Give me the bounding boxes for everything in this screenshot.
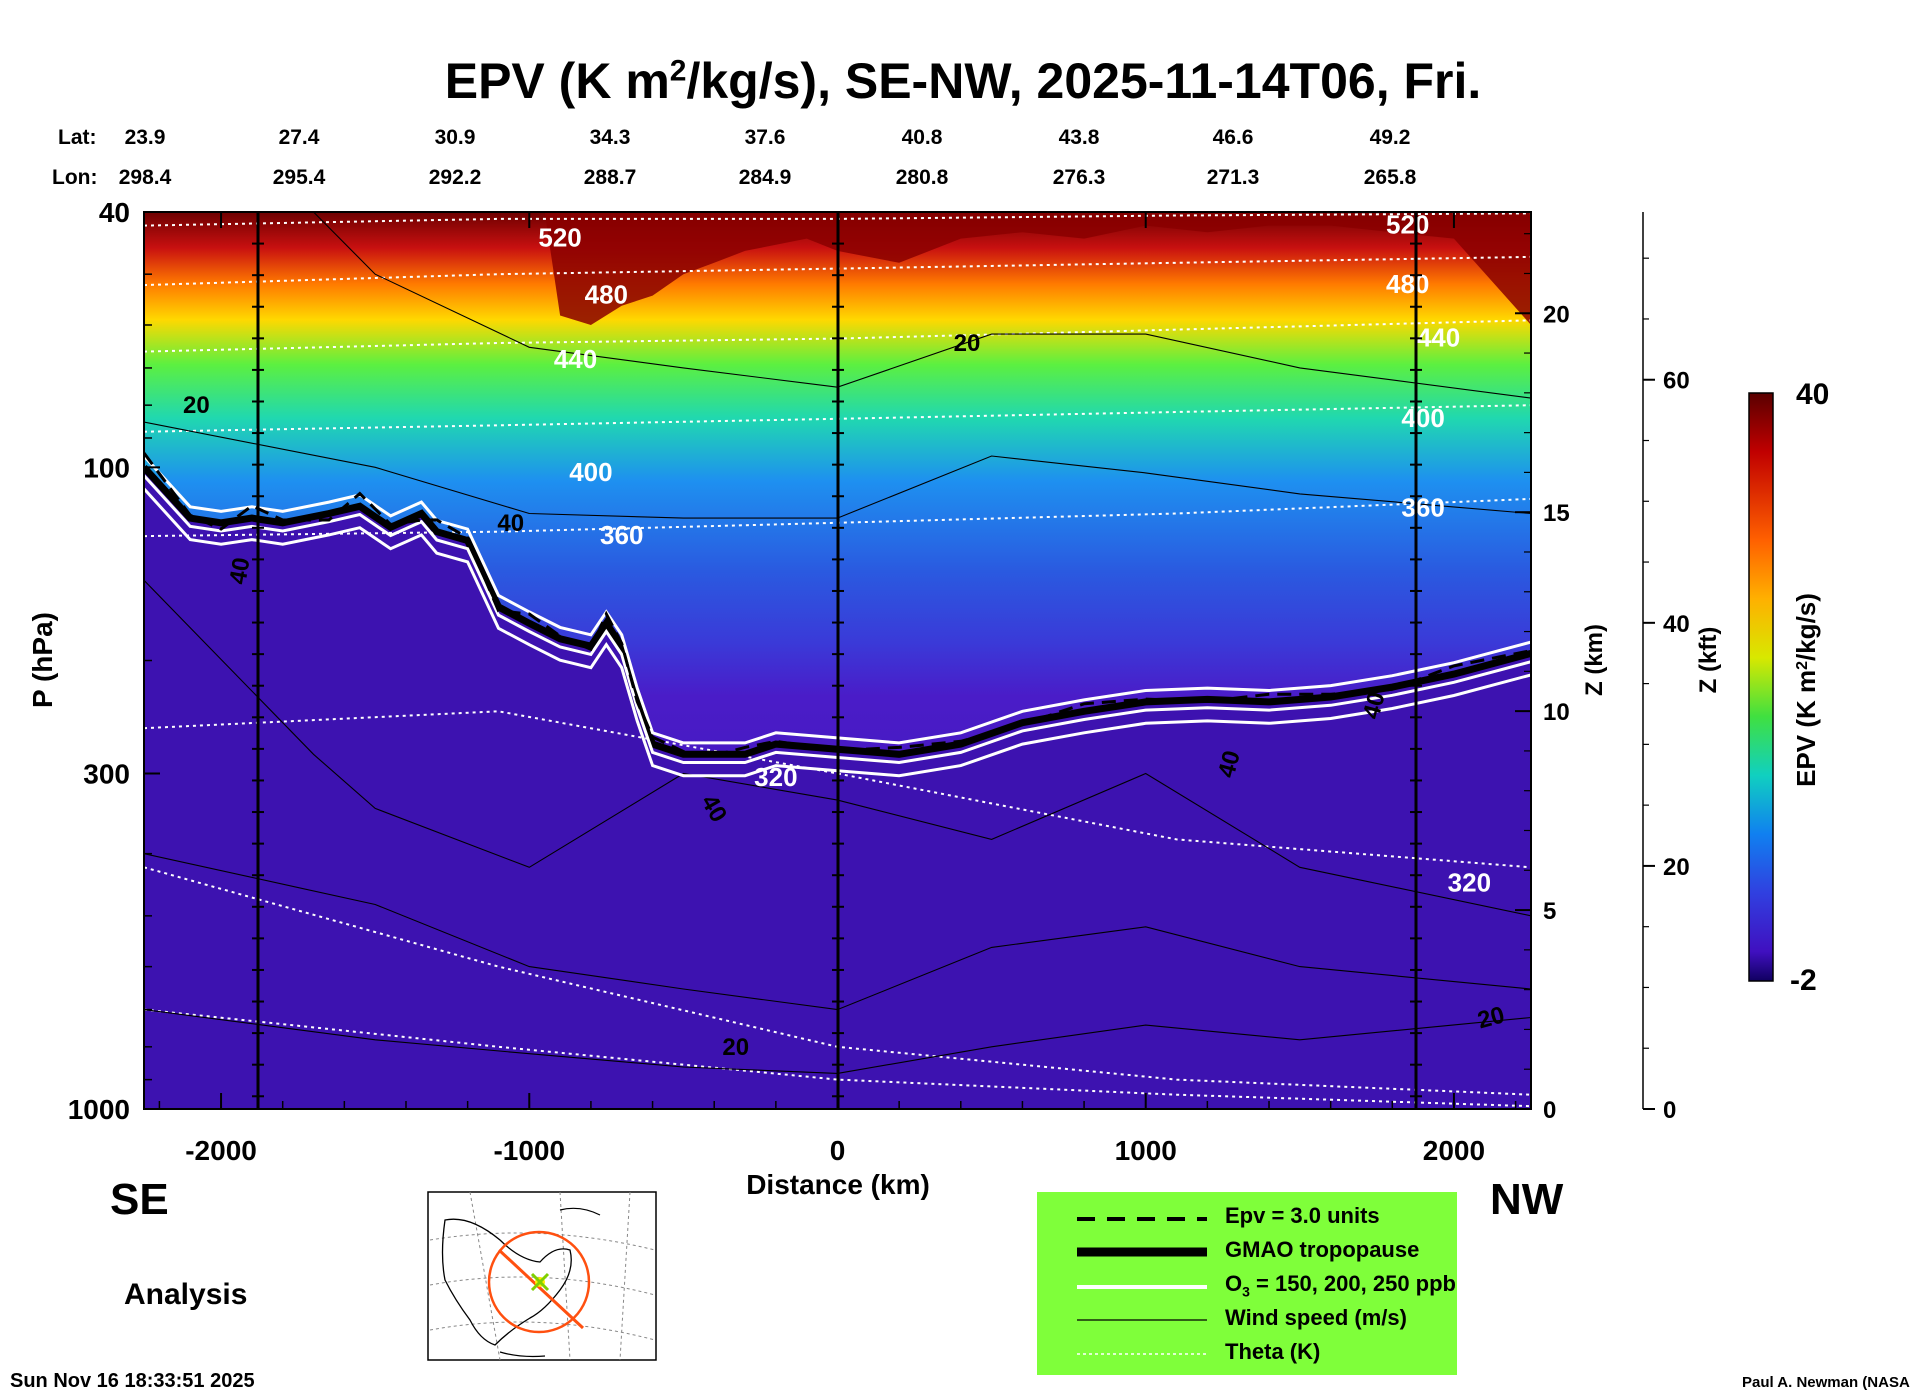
theta-label: 400 bbox=[1401, 403, 1444, 433]
theta-label: 360 bbox=[1401, 493, 1444, 523]
x-axis-label: Distance (km) bbox=[746, 1169, 930, 1200]
wind-label: 20 bbox=[954, 330, 981, 357]
lat-value: 27.4 bbox=[278, 126, 320, 149]
y-axis-label: P (hPa) bbox=[27, 612, 58, 708]
analysis-label: Analysis bbox=[124, 1278, 247, 1311]
z-kft-tick-label: 40 bbox=[1663, 611, 1690, 638]
colorbar-max: 40 bbox=[1796, 378, 1829, 411]
lon-value: 284.9 bbox=[738, 166, 792, 189]
x-tick-label: 1000 bbox=[1115, 1135, 1177, 1166]
wind-label: 20 bbox=[722, 1034, 749, 1061]
theta-contour-line bbox=[144, 710, 1531, 869]
x-axis: -2000 -1000 0 1000 2000 bbox=[158, 212, 1517, 1166]
colorbar-label: EPV (K m2/kg/s) bbox=[1791, 593, 1821, 787]
z-kft-axis-label: Z (kft) bbox=[1695, 627, 1722, 694]
lat-label: Lat: bbox=[58, 126, 97, 149]
legend-item-tropopause: GMAO tropopause bbox=[1037, 1234, 1457, 1268]
legend-item-ozone: O3 = 150, 200, 250 ppb bbox=[1037, 1268, 1457, 1302]
colorbar bbox=[1748, 392, 1774, 982]
theta-label: 520 bbox=[538, 223, 581, 253]
x-tick-label: 0 bbox=[830, 1135, 846, 1166]
lon-value: 298.4 bbox=[118, 166, 172, 189]
wind-label: 40 bbox=[497, 510, 524, 537]
legend-item-theta: Theta (K) bbox=[1037, 1336, 1457, 1370]
chart-title: EPV (K m2/kg/s), SE-NW, 2025-11-14T06, F… bbox=[444, 53, 1482, 109]
theta-label: 440 bbox=[554, 344, 597, 374]
wind-label: 40 bbox=[224, 555, 255, 586]
high-epv-region bbox=[544, 212, 1531, 325]
z-kft-axis: 0 20 40 60 bbox=[1642, 212, 1690, 1124]
credit: Paul A. Newman (NASA bbox=[1742, 1374, 1910, 1391]
ozone-contour-150 bbox=[144, 454, 1531, 745]
marker-ticks bbox=[252, 211, 1422, 1098]
theta-label: 520 bbox=[1386, 210, 1429, 240]
legend: Epv = 3.0 units GMAO tropopause O3 = 150… bbox=[1037, 1192, 1457, 1375]
z-kft-tick-label: 60 bbox=[1663, 368, 1690, 395]
lat-value: 40.8 bbox=[901, 126, 943, 149]
y-tick-label: 1000 bbox=[68, 1094, 130, 1125]
z-km-tick-label: 0 bbox=[1543, 1097, 1556, 1124]
x-tick-label: -1000 bbox=[493, 1135, 565, 1166]
y-tick-label: 300 bbox=[83, 758, 130, 789]
theta-label: 360 bbox=[600, 520, 643, 550]
y-axis: 40 100 300 1000 bbox=[68, 197, 160, 1125]
x-tick-label: 2000 bbox=[1423, 1135, 1485, 1166]
z-km-tick-label: 10 bbox=[1543, 699, 1570, 726]
legend-label-wind: Wind speed (m/s) bbox=[1225, 1305, 1407, 1330]
lon-value: 295.4 bbox=[272, 166, 326, 189]
theta-label: 400 bbox=[569, 457, 612, 487]
z-km-axis-label: Z (km) bbox=[1581, 624, 1608, 696]
z-km-tick-label: 5 bbox=[1543, 898, 1556, 925]
direction-se: SE bbox=[110, 1175, 169, 1224]
y-tick-label: 100 bbox=[83, 452, 130, 483]
theta-label: 320 bbox=[754, 762, 797, 792]
timestamp: Sun Nov 16 18:33:51 2025 bbox=[10, 1370, 255, 1392]
colorbar-min: -2 bbox=[1790, 964, 1817, 997]
lon-value: 276.3 bbox=[1052, 166, 1106, 189]
wind-contour-line bbox=[144, 579, 1531, 917]
legend-label-epv: Epv = 3.0 units bbox=[1225, 1203, 1380, 1228]
lon-label: Lon: bbox=[52, 166, 98, 189]
inset-map bbox=[427, 1191, 657, 1361]
direction-nw: NW bbox=[1490, 1175, 1564, 1224]
legend-item-wind: Wind speed (m/s) bbox=[1037, 1302, 1457, 1336]
lat-value: 30.9 bbox=[434, 126, 476, 149]
theta-label: 320 bbox=[1448, 867, 1491, 897]
z-kft-tick-label: 20 bbox=[1663, 854, 1690, 881]
lat-value: 34.3 bbox=[589, 126, 631, 149]
lon-value: 271.3 bbox=[1206, 166, 1260, 189]
wind-label: 20 bbox=[183, 392, 210, 419]
x-tick-label: -2000 bbox=[185, 1135, 257, 1166]
theta-label: 440 bbox=[1417, 323, 1460, 353]
legend-label-ozone: O3 = 150, 200, 250 ppb bbox=[1225, 1271, 1456, 1300]
z-km-tick-label: 15 bbox=[1543, 500, 1570, 527]
y-tick-label: 40 bbox=[99, 197, 130, 228]
theta-label: 480 bbox=[585, 280, 628, 310]
ozone-contour-200 bbox=[144, 474, 1531, 765]
legend-label-tropopause: GMAO tropopause bbox=[1225, 1237, 1420, 1262]
epv-3-contour bbox=[144, 452, 1531, 758]
lon-value: 265.8 bbox=[1363, 166, 1417, 189]
theta-label: 480 bbox=[1386, 269, 1429, 299]
lon-value: 280.8 bbox=[895, 166, 949, 189]
z-km-tick-label: 20 bbox=[1543, 301, 1570, 328]
legend-item-epv: Epv = 3.0 units bbox=[1037, 1200, 1457, 1234]
lat-value: 23.9 bbox=[124, 126, 166, 149]
lon-value: 292.2 bbox=[428, 166, 482, 189]
lat-value: 46.6 bbox=[1212, 126, 1254, 149]
legend-label-theta: Theta (K) bbox=[1225, 1339, 1321, 1364]
z-km-axis: 0 5 10 15 20 bbox=[1515, 233, 1570, 1124]
lat-value: 43.8 bbox=[1058, 126, 1100, 149]
z-kft-tick-label: 0 bbox=[1663, 1097, 1676, 1124]
lon-value: 288.7 bbox=[583, 166, 637, 189]
ozone-contour-250 bbox=[144, 487, 1531, 778]
lat-value: 37.6 bbox=[744, 126, 786, 149]
lat-value: 49.2 bbox=[1369, 126, 1411, 149]
